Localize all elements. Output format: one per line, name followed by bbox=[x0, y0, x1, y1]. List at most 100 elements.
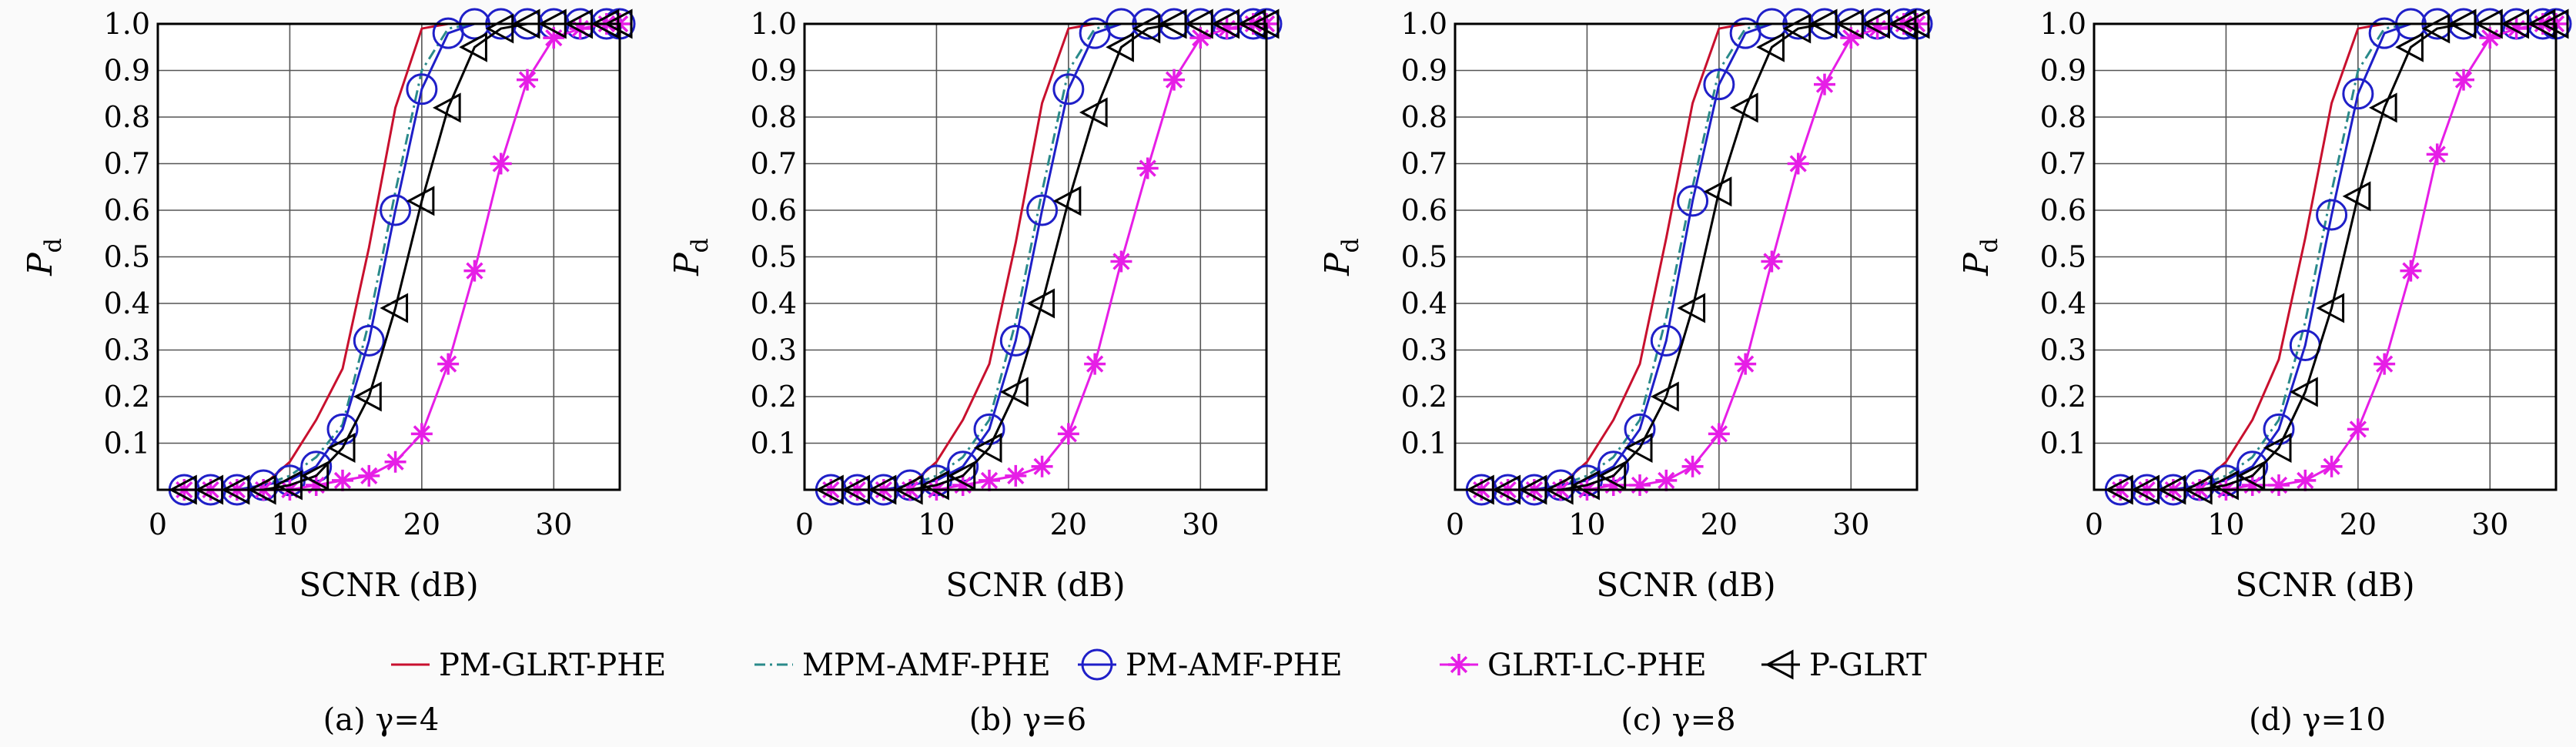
y-tick-label: 0.5 bbox=[104, 240, 150, 274]
y-tick-label: 0.1 bbox=[751, 427, 797, 461]
data-point bbox=[332, 469, 353, 491]
data-point bbox=[432, 92, 461, 123]
legend-label: GLRT-LC-PHE bbox=[1487, 648, 1707, 683]
x-tick-label: 0 bbox=[1446, 507, 1464, 541]
legend-label: P-GLRT bbox=[1809, 648, 1927, 683]
y-tick-label: 0.9 bbox=[751, 54, 797, 88]
y-tick-label: 0.6 bbox=[1401, 193, 1447, 227]
x-tick-label: 10 bbox=[271, 507, 308, 541]
y-tick-label: 0.3 bbox=[104, 333, 150, 367]
data-point bbox=[1052, 73, 1085, 106]
data-point bbox=[1163, 69, 1185, 91]
data-point bbox=[1787, 152, 1809, 175]
data-point bbox=[973, 433, 1002, 464]
data-point bbox=[1189, 27, 1212, 49]
plot-frame bbox=[803, 22, 1268, 491]
data-point bbox=[410, 423, 433, 445]
y-tick-label: 0.8 bbox=[1401, 100, 1447, 134]
y-tick-label: 0.2 bbox=[2040, 380, 2086, 414]
data-point bbox=[1677, 293, 1706, 323]
data-point bbox=[952, 474, 974, 496]
y-tick-label: 1.0 bbox=[751, 7, 797, 41]
data-point bbox=[406, 186, 435, 216]
y-tick-label: 0.8 bbox=[751, 100, 797, 134]
data-point bbox=[2236, 461, 2266, 491]
data-point bbox=[1624, 413, 1656, 445]
data-point bbox=[1052, 186, 1082, 216]
data-point bbox=[1703, 69, 1735, 101]
panel-4: 0.1 0.2 0.3 0.4 0.5 0.6 0.7 0.8 0.9 1.0 0 10 20 30 SCN… bbox=[1957, 7, 2572, 738]
y-tick-label: 0.6 bbox=[2040, 193, 2086, 227]
data-point bbox=[1624, 433, 1653, 464]
y-tick-label: 0.6 bbox=[751, 193, 797, 227]
data-point bbox=[358, 464, 380, 487]
legend: PM-GLRT-PHE MPM-AMF-PHE PM-AMF-PHE GLRT-LC-… bbox=[391, 648, 1927, 683]
data-point bbox=[274, 470, 303, 501]
data-point bbox=[2316, 199, 2348, 231]
data-point bbox=[973, 413, 1005, 445]
data-point bbox=[2374, 353, 2396, 375]
x-tick-label: 10 bbox=[918, 507, 955, 541]
data-point bbox=[326, 413, 359, 445]
x-tick-label: 0 bbox=[2085, 507, 2103, 541]
y-tick-label: 0.5 bbox=[1401, 240, 1447, 274]
data-point bbox=[1110, 250, 1132, 273]
x-tick-label: 0 bbox=[795, 507, 814, 541]
data-point bbox=[2453, 69, 2474, 91]
data-point bbox=[1650, 324, 1682, 357]
data-point bbox=[1597, 461, 1627, 491]
data-point bbox=[2505, 18, 2527, 40]
y-tick-label: 0.5 bbox=[751, 240, 797, 274]
legend-marker bbox=[1081, 648, 1113, 681]
panel-caption: (c) γ=8 bbox=[1621, 702, 1735, 738]
data-point bbox=[300, 461, 330, 491]
y-tick-label: 0.1 bbox=[104, 427, 150, 461]
data-point bbox=[1026, 194, 1059, 226]
plot-frame bbox=[1454, 22, 1919, 491]
data-point bbox=[2210, 470, 2239, 501]
data-point bbox=[947, 461, 976, 491]
data-point bbox=[1026, 288, 1055, 319]
y-tick-label: 1.0 bbox=[2040, 7, 2086, 41]
data-point bbox=[1132, 13, 1161, 44]
y-axis-label: Pd bbox=[667, 238, 714, 276]
plot-frame bbox=[2093, 22, 2558, 491]
x-tick-label: 30 bbox=[2471, 507, 2508, 541]
data-point bbox=[1729, 92, 1758, 123]
x-tick-label: 10 bbox=[1568, 507, 1605, 541]
legend-label: MPM-AMF-PHE bbox=[802, 648, 1051, 683]
data-point bbox=[437, 353, 460, 375]
data-point bbox=[1031, 455, 1053, 477]
data-point bbox=[1106, 32, 1134, 62]
data-point bbox=[305, 474, 327, 496]
data-point bbox=[353, 324, 385, 357]
x-tick-label: 20 bbox=[1050, 507, 1087, 541]
data-point bbox=[979, 469, 1000, 491]
legend-marker bbox=[1448, 654, 1470, 675]
data-point bbox=[2347, 418, 2369, 440]
data-point bbox=[1703, 176, 1732, 207]
y-tick-label: 0.4 bbox=[751, 286, 797, 320]
data-point bbox=[1735, 353, 1757, 375]
data-point bbox=[406, 73, 438, 106]
x-axis-label: SCNR (dB) bbox=[299, 566, 478, 604]
data-point bbox=[1814, 73, 1835, 95]
legend-label: PM-AMF-PHE bbox=[1126, 648, 1343, 683]
data-point bbox=[543, 27, 565, 49]
y-tick-label: 0.7 bbox=[2040, 147, 2086, 181]
data-point bbox=[463, 260, 486, 282]
data-point bbox=[1136, 157, 1159, 179]
x-tick-label: 30 bbox=[1182, 507, 1219, 541]
y-axis-label: Pd bbox=[1957, 238, 2003, 276]
y-tick-label: 0.9 bbox=[1401, 54, 1447, 88]
data-point bbox=[2294, 469, 2317, 491]
data-point bbox=[1708, 423, 1730, 445]
data-point bbox=[490, 152, 512, 175]
data-point bbox=[1655, 469, 1678, 491]
data-point bbox=[2395, 32, 2424, 62]
x-tick-label: 30 bbox=[535, 507, 572, 541]
data-point bbox=[1866, 18, 1889, 40]
y-tick-label: 0.4 bbox=[104, 286, 150, 320]
legend-entry-PM-AMF-PHE: PM-AMF-PHE bbox=[1078, 648, 1343, 683]
data-point bbox=[1571, 470, 1600, 501]
